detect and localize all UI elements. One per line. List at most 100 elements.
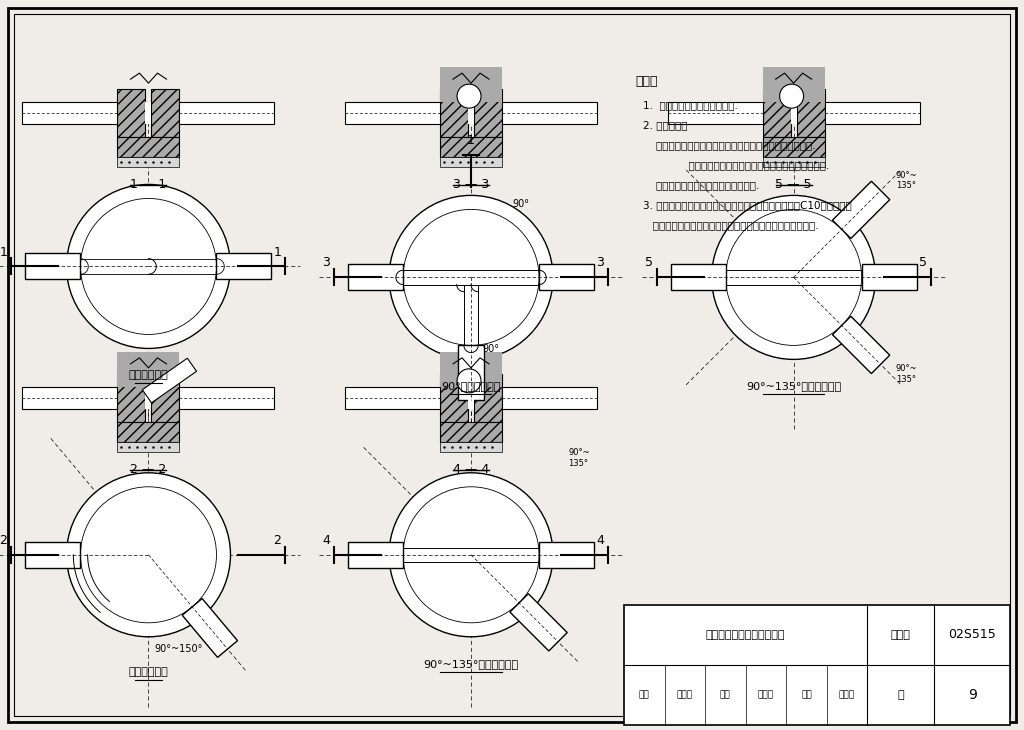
- Polygon shape: [510, 593, 567, 651]
- Bar: [118, 374, 145, 422]
- Text: 90°~150°: 90°~150°: [155, 644, 203, 654]
- Text: 5: 5: [644, 256, 652, 269]
- Text: 设计: 设计: [801, 691, 812, 699]
- Text: 1: 1: [0, 245, 7, 258]
- Text: 审核: 审核: [639, 691, 649, 699]
- Bar: [152, 89, 179, 137]
- Bar: [440, 422, 502, 442]
- Text: 2: 2: [0, 534, 7, 547]
- Text: 说明：: 说明：: [635, 75, 657, 88]
- Text: 转弯井平面图: 转弯井平面图: [129, 666, 168, 677]
- Bar: [440, 137, 502, 157]
- Bar: [345, 387, 440, 409]
- Bar: [474, 374, 502, 422]
- Bar: [345, 102, 440, 124]
- Circle shape: [67, 473, 230, 637]
- Circle shape: [81, 487, 216, 623]
- Text: 污水检查井：流槽顶一般与管内顶平.: 污水检查井：流槽顶一般与管内顶平.: [643, 180, 760, 190]
- Bar: [118, 157, 179, 167]
- Bar: [118, 89, 145, 137]
- Text: 90°: 90°: [513, 199, 529, 210]
- Text: 3. 流槽材料：采用与井墙一次砌筑的砖砌流槽，如改用C10混凝土时，: 3. 流槽材料：采用与井墙一次砌筑的砖砌流槽，如改用C10混凝土时，: [643, 200, 852, 210]
- Text: 5: 5: [919, 256, 927, 269]
- Text: 圆形排水检查井流槽形式图: 圆形排水检查井流槽形式图: [706, 630, 785, 640]
- Polygon shape: [539, 264, 594, 291]
- Polygon shape: [833, 181, 890, 239]
- Bar: [502, 387, 597, 409]
- Bar: [179, 387, 274, 409]
- Circle shape: [389, 196, 553, 359]
- Text: 2 — 2: 2 — 2: [130, 463, 167, 476]
- Bar: [118, 137, 179, 157]
- Text: 不同直径的管道连接时，流槽顶一般与小管中心平.: 不同直径的管道连接时，流槽顶一般与小管中心平.: [643, 160, 829, 170]
- Text: 3: 3: [596, 256, 604, 269]
- Circle shape: [726, 210, 861, 345]
- Bar: [118, 352, 179, 387]
- Polygon shape: [26, 253, 81, 280]
- Text: 字定录: 字定录: [839, 691, 855, 699]
- Bar: [145, 102, 152, 124]
- Bar: [179, 102, 274, 124]
- Text: 90°三通井平面图: 90°三通井平面图: [441, 381, 501, 391]
- Text: 2: 2: [273, 534, 282, 547]
- Bar: [440, 89, 468, 137]
- Bar: [668, 102, 763, 124]
- Bar: [763, 137, 824, 157]
- Text: 校对: 校对: [720, 691, 731, 699]
- Bar: [763, 157, 824, 167]
- Text: 浇筑前应先将检查井井基、井墙洗刷干净，以保证共同受力.: 浇筑前应先将检查井井基、井墙洗刷干净，以保证共同受力.: [643, 220, 818, 230]
- Bar: [468, 387, 474, 409]
- Polygon shape: [216, 253, 271, 280]
- Polygon shape: [861, 264, 916, 291]
- Text: 4: 4: [323, 534, 330, 547]
- Bar: [440, 67, 502, 102]
- Text: 邳　钩: 邳 钩: [677, 691, 693, 699]
- Polygon shape: [26, 542, 81, 568]
- Bar: [440, 442, 502, 452]
- Bar: [440, 157, 502, 167]
- Polygon shape: [671, 264, 726, 291]
- Circle shape: [457, 369, 481, 393]
- Text: 3 — 3: 3 — 3: [453, 178, 489, 191]
- Text: 页: 页: [897, 690, 904, 700]
- Circle shape: [403, 210, 539, 345]
- Polygon shape: [142, 358, 197, 403]
- Bar: [791, 102, 797, 124]
- Bar: [502, 102, 597, 124]
- Circle shape: [389, 473, 553, 637]
- Circle shape: [457, 84, 481, 108]
- Text: 90°: 90°: [482, 345, 500, 354]
- Bar: [145, 387, 152, 409]
- Text: 雨水检查井：相同直径的管道连接时，流槽顶与管中心平.: 雨水检查井：相同直径的管道连接时，流槽顶与管中心平.: [643, 140, 816, 150]
- Circle shape: [779, 84, 804, 108]
- Bar: [440, 352, 502, 387]
- Text: 1: 1: [273, 245, 282, 258]
- Polygon shape: [348, 542, 403, 568]
- Text: 4 — 4: 4 — 4: [453, 463, 489, 476]
- Circle shape: [403, 487, 539, 623]
- Text: 3: 3: [323, 256, 330, 269]
- Bar: [624, 605, 1010, 725]
- Text: 直线井平面图: 直线井平面图: [129, 370, 168, 380]
- Polygon shape: [348, 264, 403, 291]
- Bar: [152, 374, 179, 422]
- Polygon shape: [182, 599, 238, 658]
- Bar: [118, 422, 179, 442]
- Bar: [23, 102, 118, 124]
- Text: 温弧哔: 温弧哔: [758, 691, 774, 699]
- Bar: [763, 67, 824, 102]
- Text: 90°~135°四通井平面图: 90°~135°四通井平面图: [746, 381, 841, 391]
- Circle shape: [712, 196, 876, 359]
- Bar: [763, 89, 791, 137]
- Text: 图集号: 图集号: [891, 630, 910, 640]
- Bar: [824, 102, 920, 124]
- Text: 9: 9: [968, 688, 977, 702]
- Text: 90°~135°三通井平面图: 90°~135°三通井平面图: [424, 658, 518, 669]
- Text: 4: 4: [596, 534, 604, 547]
- Bar: [440, 374, 468, 422]
- Circle shape: [67, 185, 230, 348]
- Bar: [118, 442, 179, 452]
- Text: 90°~
135°: 90°~ 135°: [896, 171, 918, 191]
- Text: 02S515: 02S515: [948, 629, 996, 642]
- Polygon shape: [539, 542, 594, 568]
